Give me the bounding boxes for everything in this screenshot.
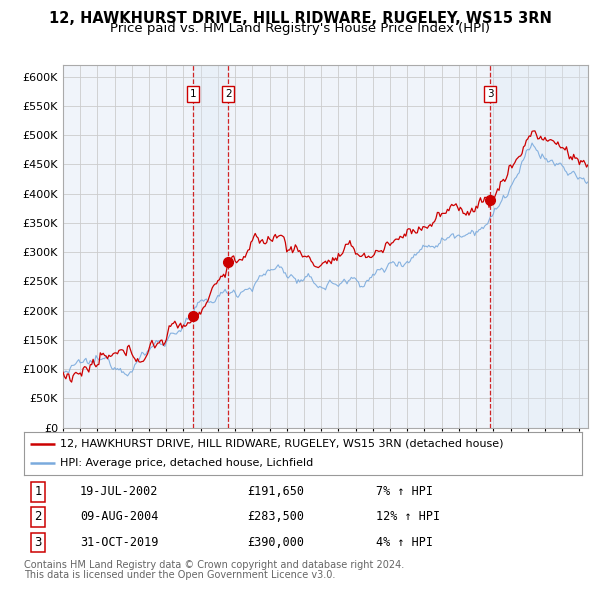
Text: 12, HAWKHURST DRIVE, HILL RIDWARE, RUGELEY, WS15 3RN: 12, HAWKHURST DRIVE, HILL RIDWARE, RUGEL…	[49, 11, 551, 25]
Text: 12% ↑ HPI: 12% ↑ HPI	[376, 510, 440, 523]
Text: 1: 1	[190, 89, 196, 99]
Text: Price paid vs. HM Land Registry's House Price Index (HPI): Price paid vs. HM Land Registry's House …	[110, 22, 490, 35]
Bar	[193, 65, 228, 428]
Text: 12, HAWKHURST DRIVE, HILL RIDWARE, RUGELEY, WS15 3RN (detached house): 12, HAWKHURST DRIVE, HILL RIDWARE, RUGEL…	[60, 439, 504, 449]
Text: 3: 3	[34, 536, 41, 549]
Text: 4% ↑ HPI: 4% ↑ HPI	[376, 536, 433, 549]
Text: This data is licensed under the Open Government Licence v3.0.: This data is licensed under the Open Gov…	[24, 570, 335, 580]
Text: 3: 3	[487, 89, 494, 99]
Text: Contains HM Land Registry data © Crown copyright and database right 2024.: Contains HM Land Registry data © Crown c…	[24, 560, 404, 571]
Text: 2: 2	[225, 89, 232, 99]
Text: 2: 2	[34, 510, 42, 523]
Text: 7% ↑ HPI: 7% ↑ HPI	[376, 486, 433, 499]
Bar	[490, 65, 588, 428]
Text: 09-AUG-2004: 09-AUG-2004	[80, 510, 158, 523]
Text: 1: 1	[34, 486, 42, 499]
Text: £390,000: £390,000	[247, 536, 304, 549]
Text: 31-OCT-2019: 31-OCT-2019	[80, 536, 158, 549]
Text: £283,500: £283,500	[247, 510, 304, 523]
Text: 19-JUL-2002: 19-JUL-2002	[80, 486, 158, 499]
Text: £191,650: £191,650	[247, 486, 304, 499]
Text: HPI: Average price, detached house, Lichfield: HPI: Average price, detached house, Lich…	[60, 458, 314, 468]
